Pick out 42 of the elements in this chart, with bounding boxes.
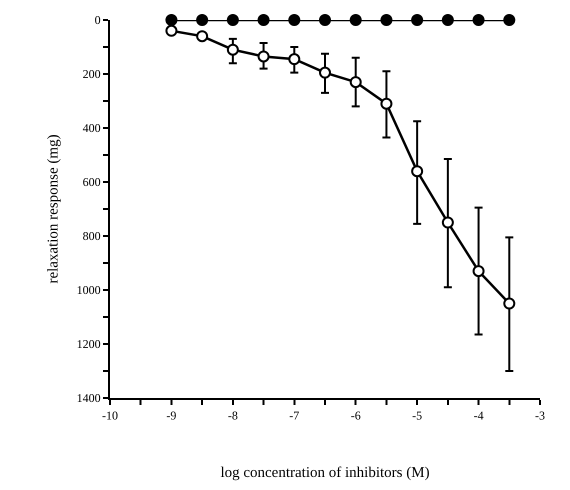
point — [472, 265, 485, 278]
y-tick-label: 800 — [82, 229, 101, 244]
y-tick-label: 400 — [82, 121, 101, 136]
x-tick-label: -7 — [289, 408, 300, 422]
x-tick-label: -9 — [166, 408, 176, 422]
x-tick-label: -3 — [535, 408, 545, 422]
y-tick-label: 0 — [94, 13, 101, 28]
point — [226, 14, 239, 26]
point — [258, 14, 270, 26]
y-tick-label: 1400 — [76, 391, 101, 406]
point — [472, 14, 485, 26]
point — [380, 14, 392, 26]
point — [350, 14, 362, 26]
point — [319, 66, 331, 79]
y-tick-label: 200 — [82, 67, 101, 82]
x-tick-label: -4 — [474, 408, 484, 422]
point — [196, 14, 208, 26]
point — [196, 30, 208, 42]
y-axis-title: relaxation response (mg) — [45, 134, 62, 284]
x-tick-label: -8 — [228, 408, 238, 422]
y-tick-label: 1200 — [76, 337, 101, 352]
point — [350, 76, 362, 88]
point — [288, 53, 300, 66]
x-axis-title: log concentration of inhibitors (M) — [220, 464, 430, 481]
point — [165, 24, 178, 37]
point — [411, 14, 424, 26]
point — [165, 14, 178, 26]
x-tick-label: -5 — [412, 408, 422, 422]
x-tick-label: -10 — [102, 408, 118, 422]
point — [226, 44, 239, 56]
point — [288, 14, 300, 26]
point — [442, 216, 454, 228]
point — [380, 98, 392, 110]
point — [258, 50, 270, 62]
x-tick-label: -6 — [350, 408, 361, 422]
point — [442, 14, 454, 26]
y-tick-label: 600 — [82, 175, 101, 190]
y-tick-label: 1000 — [76, 283, 101, 298]
point — [319, 14, 331, 26]
point — [411, 165, 424, 178]
point — [503, 14, 516, 26]
point — [503, 298, 516, 310]
